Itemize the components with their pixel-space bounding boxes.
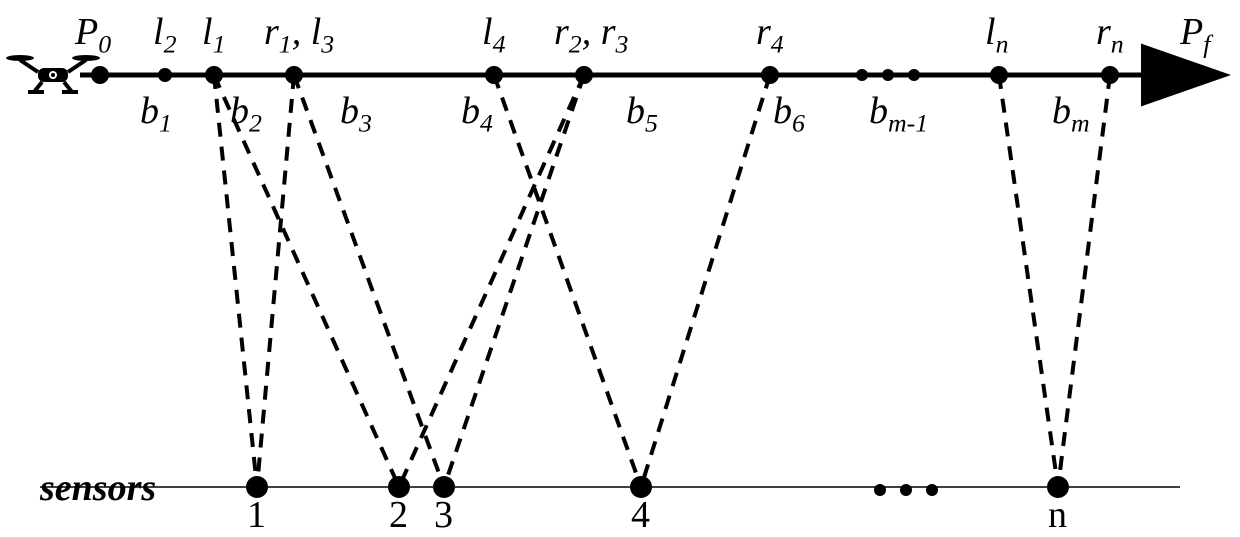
top-label: l2 [153,10,176,54]
diagram-svg [0,0,1240,532]
b-label: b1 [140,89,172,133]
b-label: bm-1 [869,89,928,133]
top-label: rn [1096,10,1124,54]
top-label: r2, r3 [554,10,628,54]
b-label: b5 [626,89,658,133]
sensor-number: 3 [434,493,453,537]
top-label: l4 [482,10,505,54]
top-label: ln [985,10,1008,54]
sensor-number: n [1048,493,1067,537]
top-label: Pf [1180,10,1210,54]
top-label: P0 [75,10,111,54]
sensors-word: sensors [40,466,156,510]
diagram-stage: P0 l2 l1 r1, l3 l4 r2, r3 r4 ln rn Pf b1 b2 b3 b4 b5 b6… [0,0,1240,532]
top-label: l1 [202,10,225,54]
b-label: b3 [340,89,372,133]
sensor-number: 1 [247,493,266,537]
top-label: r1, l3 [264,10,334,54]
b-label: b4 [461,89,493,133]
b-label: bm [1052,89,1090,133]
b-label: b2 [230,89,262,133]
sensor-number: 2 [389,493,408,537]
top-label: r4 [756,10,784,54]
sensor-number: 4 [631,493,650,537]
b-label: b6 [773,89,805,133]
